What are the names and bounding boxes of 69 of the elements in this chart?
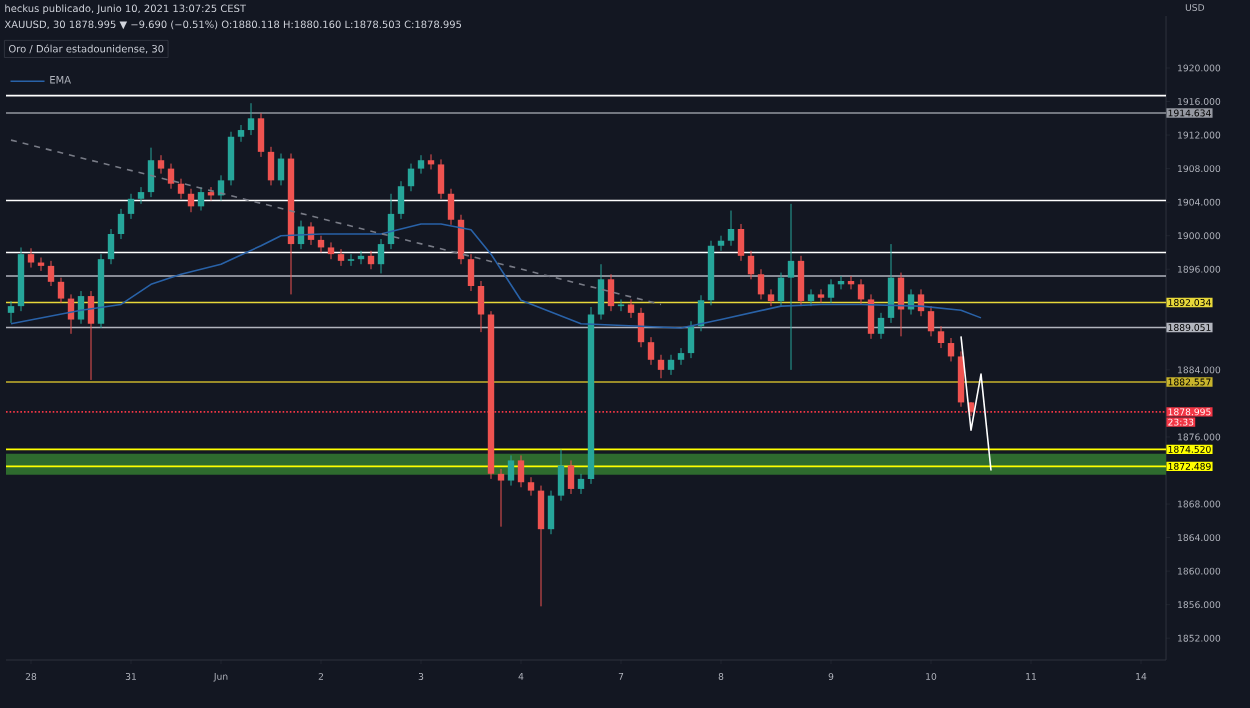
candlestick — [807, 288, 815, 307]
candlestick — [727, 210, 735, 247]
candlestick — [857, 278, 865, 305]
candlestick — [497, 468, 505, 528]
candlestick — [817, 288, 825, 304]
candlestick — [57, 277, 65, 304]
candlestick — [597, 263, 605, 321]
candlestick — [517, 454, 525, 488]
candlestick — [867, 293, 875, 340]
candlestick — [307, 221, 315, 246]
candlestick — [787, 203, 795, 371]
candlestick — [647, 336, 655, 366]
candlestick — [767, 288, 775, 307]
candlestick — [477, 280, 485, 333]
candlestick — [157, 154, 165, 175]
candlestick — [257, 112, 265, 158]
candlestick — [467, 253, 475, 292]
candlestick — [147, 147, 155, 198]
candlestick — [277, 153, 285, 186]
candlestick — [937, 325, 945, 349]
candlestick — [927, 305, 935, 337]
candlestick — [117, 208, 125, 240]
candlestick — [827, 278, 835, 304]
candlestick — [797, 255, 805, 307]
candlestick — [667, 354, 675, 376]
candlestick — [47, 260, 55, 287]
candlestick — [577, 473, 585, 495]
candlestick — [237, 124, 245, 143]
candlestick — [617, 298, 625, 312]
candlestick — [437, 158, 445, 200]
candlestick — [227, 131, 235, 186]
candlestick — [137, 186, 145, 205]
candlestick — [397, 180, 405, 220]
candlestick — [327, 241, 335, 260]
candlestick — [127, 193, 135, 220]
candlestick — [7, 300, 15, 324]
candlestick — [107, 228, 115, 265]
candlestick — [747, 250, 755, 280]
candlestick — [267, 146, 275, 186]
candlestick — [757, 268, 765, 300]
candlestick — [167, 163, 175, 190]
candlestick — [677, 347, 685, 366]
candlestick — [347, 253, 355, 267]
candlestick — [947, 337, 955, 362]
line-series — [960, 335, 992, 472]
candlestick — [737, 223, 745, 262]
candlestick — [247, 102, 255, 136]
candlestick — [687, 320, 695, 359]
candlestick — [407, 163, 415, 192]
candlestick — [27, 247, 35, 269]
candlestick — [607, 273, 615, 312]
candlestick — [627, 298, 635, 319]
candlestick — [177, 178, 185, 200]
candlestick — [197, 186, 205, 212]
candlestick — [447, 188, 455, 226]
candlestick — [777, 272, 785, 307]
candlestick — [877, 312, 885, 340]
candlestick — [567, 459, 575, 495]
candlestick — [187, 188, 195, 213]
candlestick — [657, 354, 665, 379]
candlestick — [557, 449, 565, 502]
candlestick — [547, 490, 555, 535]
candlestick — [377, 238, 385, 274]
candlestick — [527, 476, 535, 497]
candlestick — [417, 154, 425, 175]
candlestick — [537, 485, 545, 607]
candlestick — [717, 235, 725, 252]
candlestick — [337, 248, 345, 267]
candlestick — [507, 454, 515, 487]
